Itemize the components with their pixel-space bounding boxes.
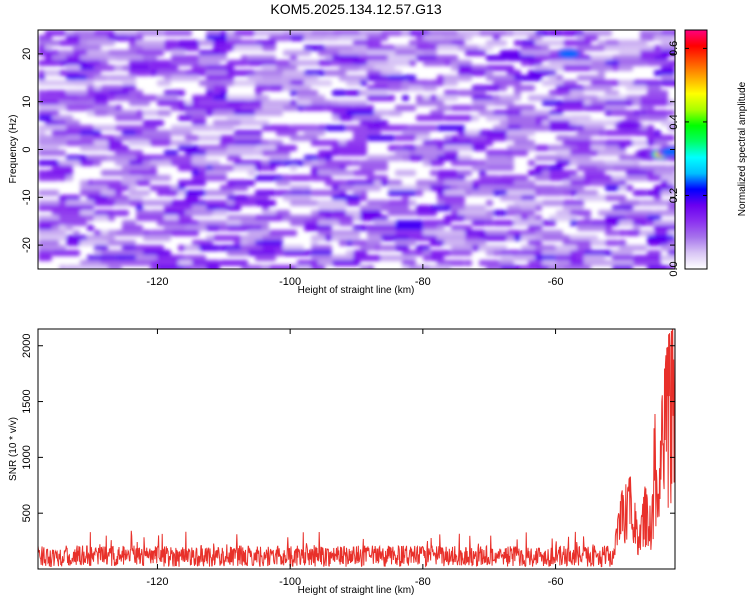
colorbar-tick-label-3: 0.6 [668,41,680,56]
colorbar-tick-label-0: 0.0 [668,261,680,276]
snr-plot-area [38,329,675,569]
heatmap-cells [38,30,675,269]
snr-frame [37,328,676,570]
heatmap-y-tick-label-3: 10 [21,96,33,108]
snr-y-tick-label-3: 2000 [21,334,33,358]
snr-x-axis-label: Height of straight line (km) [298,585,415,596]
heatmap-x-tick-label-1: -100 [279,276,301,288]
heatmap-hotspot-0-level-2 [558,49,580,59]
heatmap-x-tick-label-2: -80 [415,276,431,288]
heatmap-hotspot-4-level-2 [661,147,675,157]
colorbar: 0.0 0.2 0.4 0.6 Normalized spectral amplitu… [668,29,748,277]
heatmap-hotspot-1-level-1 [616,120,641,131]
snr-series-line [38,329,675,568]
colorbar-label: Normalized spectral amplitude [737,81,748,216]
snr-y-axis-label: SNR (10 * v/v) [8,417,19,481]
snr-y-tick-label-0: 500 [21,504,33,522]
heatmap-y-tick-label-1: -10 [21,189,33,205]
heatmap-y-axis-label: Frequency (Hz) [8,115,19,184]
heatmap-y-tick-label-0: -20 [21,237,33,253]
snr-x-tick-label-3: -60 [548,576,564,588]
chart-title: KOM5.2025.134.12.57.G13 [270,1,441,17]
snr-y-tick-label-2: 1500 [21,389,33,413]
colorbar-ticks: 0.0 0.2 0.4 0.6 [668,41,707,277]
heatmap-x-axis-label: Height of straight line (km) [298,285,415,296]
colorbar-tick-label-1: 0.2 [668,188,680,203]
snr-y-axis: 500 1000 1500 2000 [21,334,675,522]
heatmap-y-tick-label-2: 0 [21,146,33,152]
snr-panel: -120 -100 -80 -60 500 1000 1500 2000 Height of… [8,328,676,596]
heatmap-y-tick-label-4: 20 [21,48,33,60]
snr-x-axis: -120 -100 -80 -60 [146,329,564,588]
colorbar-tick-label-2: 0.4 [668,114,680,129]
heatmap-x-axis: -120 -100 -80 -60 [146,30,564,288]
heatmap-x-tick-label-3: -60 [548,276,564,288]
heatmap-x-tick-label-0: -120 [146,276,168,288]
heatmap-y-axis: -20 -10 0 10 20 [21,48,675,253]
snr-x-tick-label-2: -80 [415,576,431,588]
snr-y-tick-label-1: 1000 [21,445,33,469]
colorbar-gradient [684,29,708,270]
snr-x-tick-label-0: -120 [146,576,168,588]
snr-x-tick-label-1: -100 [279,576,301,588]
